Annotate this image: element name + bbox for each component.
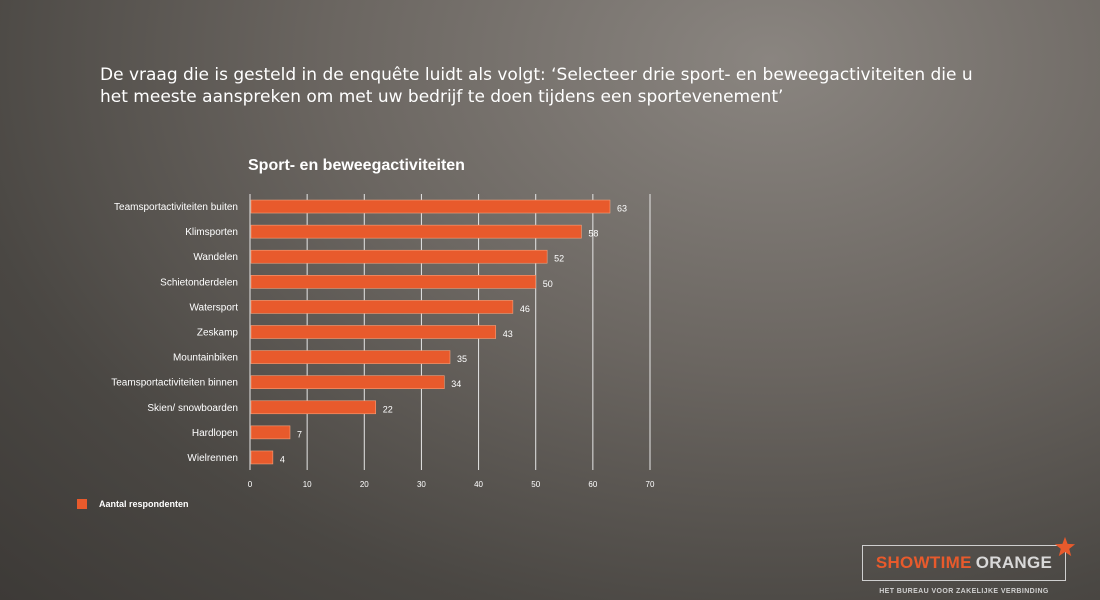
- bar: [250, 199, 611, 214]
- bar: [250, 249, 548, 264]
- data-label: 35: [457, 354, 467, 364]
- y-category-label: Mountainbiken: [173, 353, 238, 364]
- data-label: 43: [503, 329, 513, 339]
- data-label: 52: [554, 254, 564, 264]
- chart-legend: Aantal respondenten: [77, 499, 189, 509]
- data-label: 63: [617, 204, 627, 214]
- logo-tagline: HET BUREAU VOOR ZAKELIJKE VERBINDING: [879, 588, 1049, 595]
- y-category-label: Teamsportactiviteiten buiten: [114, 202, 238, 213]
- y-category-label: Hardlopen: [192, 428, 238, 439]
- data-label: 34: [451, 379, 461, 389]
- survey-question: De vraag die is gesteld in de enquête lu…: [100, 65, 973, 107]
- bar: [250, 325, 497, 339]
- chart-title: Sport- en beweegactiviteiten: [248, 157, 465, 174]
- x-tick-label: 40: [474, 480, 483, 489]
- data-label: 58: [588, 229, 598, 239]
- bar: [250, 375, 445, 389]
- y-category-label: Watersport: [189, 302, 238, 313]
- star-icon: [1054, 536, 1076, 557]
- legend-label: Aantal respondenten: [99, 499, 189, 509]
- logo-word-showtime: SHOWTIME: [875, 553, 972, 572]
- y-category-label: Wandelen: [193, 252, 238, 263]
- x-tick-label: 20: [360, 480, 369, 489]
- bar: [250, 400, 377, 415]
- data-label: 22: [383, 404, 393, 414]
- x-tick-label: 30: [417, 480, 426, 489]
- company-logo: SHOWTIME ORANGE: [862, 545, 1066, 581]
- legend-swatch: [77, 499, 87, 509]
- x-tick-label: 60: [588, 480, 597, 489]
- x-tick-label: 10: [303, 480, 312, 489]
- data-label: 4: [280, 454, 285, 464]
- data-label: 50: [543, 279, 553, 289]
- bar: [250, 300, 514, 314]
- bar: [250, 450, 274, 465]
- bar: [250, 425, 291, 440]
- bar: [250, 224, 582, 239]
- logo-word-orange: ORANGE: [975, 553, 1053, 572]
- y-category-label: Wielrennen: [187, 453, 238, 464]
- x-tick-label: 50: [531, 480, 540, 489]
- y-category-label: Skien/ snowboarden: [147, 403, 238, 414]
- bar: [250, 350, 451, 364]
- y-category-label: Klimsporten: [185, 227, 238, 238]
- y-category-label: Schietonderdelen: [160, 277, 238, 288]
- data-label: 46: [520, 304, 530, 314]
- bar: [250, 275, 537, 289]
- x-tick-label: 0: [248, 480, 253, 489]
- data-label: 7: [297, 429, 302, 439]
- y-category-label: Teamsportactiviteiten binnen: [111, 378, 238, 389]
- y-category-label: Zeskamp: [197, 328, 239, 339]
- x-tick-label: 70: [646, 480, 655, 489]
